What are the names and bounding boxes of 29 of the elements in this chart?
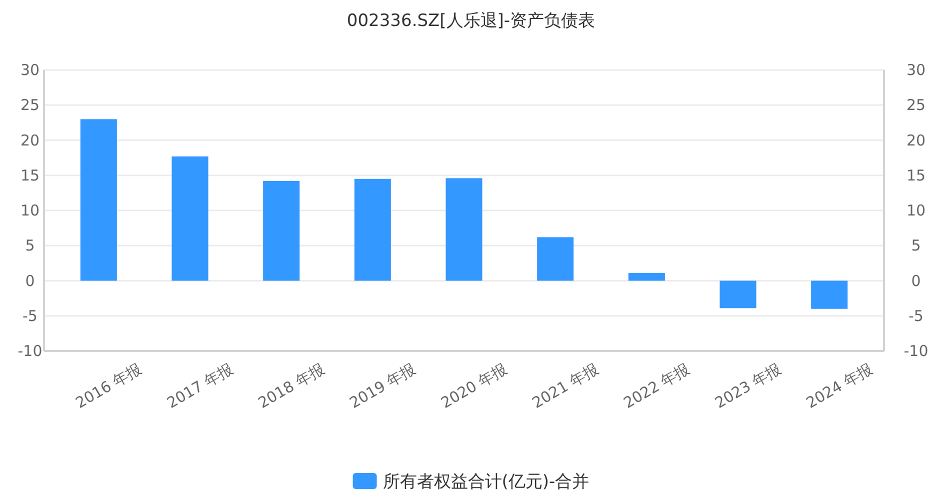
y-tick-label: 5 (25, 236, 35, 255)
y-tick-label: 25 (20, 96, 40, 114)
y-tick-label: -10 (18, 342, 42, 360)
bar (354, 178, 391, 281)
y2-tick-label: 5 (911, 236, 921, 255)
bar (446, 178, 482, 281)
bar (263, 180, 300, 281)
bar (172, 156, 208, 281)
y-tick-label: 20 (20, 131, 40, 150)
y2-tick-label: 10 (906, 202, 926, 220)
bar (537, 237, 574, 281)
y-tick-label: -5 (22, 306, 38, 325)
y2-tick-label: 25 (906, 96, 926, 114)
legend-label: 所有者权益合计(亿元)-合并 (382, 472, 590, 492)
y-tick-label: 15 (20, 166, 40, 184)
chart-title: 002336.SZ[人乐退]-资产负债表 (346, 11, 596, 31)
y2-tick-label: 15 (906, 166, 926, 184)
y2-tick-label: 30 (906, 61, 926, 79)
bar (628, 273, 665, 281)
y2-tick-label: 20 (906, 131, 926, 150)
y-tick-label: 0 (25, 272, 35, 290)
y-tick-label: 30 (20, 61, 40, 79)
y2-tick-label: -5 (908, 306, 924, 325)
y-tick-label: 10 (20, 202, 40, 220)
y2-tick-label: 0 (911, 272, 921, 290)
bar (80, 119, 117, 281)
bar (720, 280, 756, 308)
y2-tick-label: -10 (904, 342, 928, 360)
bar (811, 280, 848, 309)
